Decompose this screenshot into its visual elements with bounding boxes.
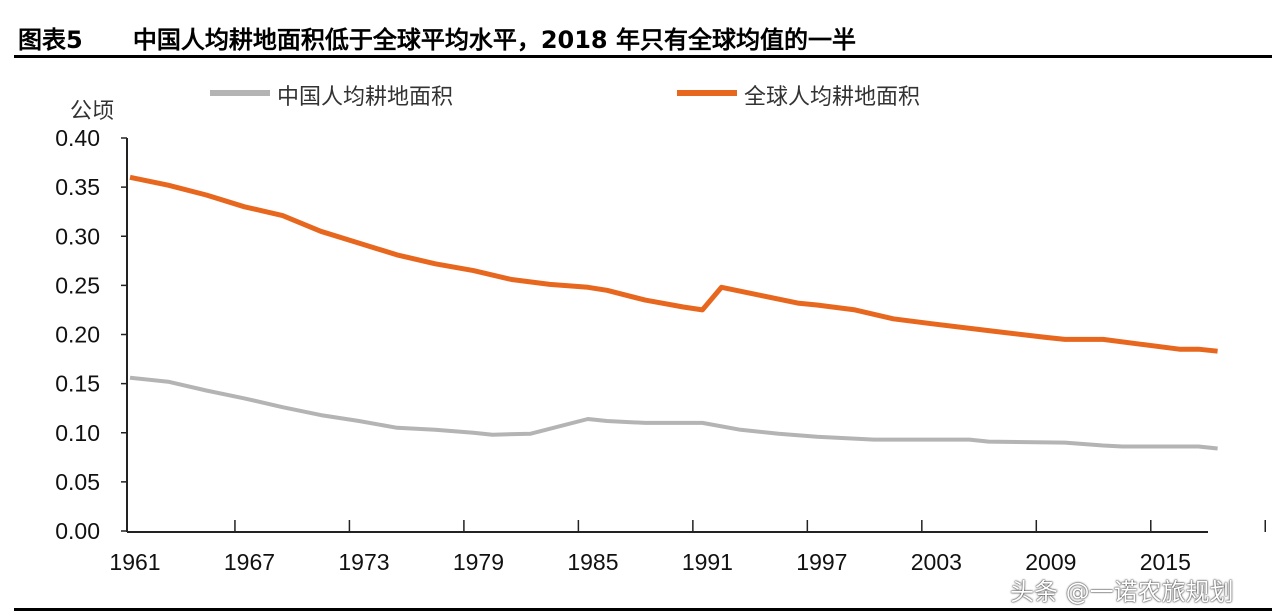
legend-label-china: 中国人均耕地面积	[277, 85, 453, 110]
chart-title: 图表5 中国人均耕地面积低于全球平均水平，2018 年只有全球均值的一半	[18, 26, 856, 54]
y-tick-label: 0.30	[55, 223, 100, 249]
y-tick-label: 0.15	[55, 371, 100, 397]
y-tick-label: 0.25	[55, 272, 100, 298]
x-tick-label: 1991	[682, 549, 733, 575]
x-tick-label: 1985	[567, 549, 618, 575]
legend: 中国人均耕地面积 全球人均耕地面积	[210, 85, 920, 110]
footer-rule	[14, 608, 1272, 611]
x-tick-label: 1973	[338, 549, 389, 575]
title-bottom-rule	[14, 55, 1272, 58]
x-tick-label: 1967	[224, 549, 275, 575]
x-tick-label: 2003	[911, 549, 962, 575]
x-tick-label: 2009	[1025, 549, 1076, 575]
watermark: 头条 @一诺农旅规划	[1010, 578, 1234, 606]
y-axis-label: 公顷	[70, 99, 114, 124]
axes: 0.00 0.05 0.10 0.15 0.20 0.25 0.30 0.35 0.40 1961…	[55, 125, 1267, 575]
x-tick-label: 1979	[453, 549, 504, 575]
series-line-china	[129, 375, 1218, 451]
y-tick-label: 0.10	[55, 420, 100, 446]
y-tick-label: 0.40	[55, 125, 100, 151]
x-tick-label: 1997	[796, 549, 847, 575]
legend-label-world: 全球人均耕地面积	[744, 85, 920, 110]
series-lines	[129, 174, 1218, 451]
x-tick-label: 2015	[1140, 549, 1191, 575]
x-tick-label: 1961	[109, 549, 160, 575]
y-tick-label: 0.35	[55, 174, 100, 200]
series-line-world	[129, 174, 1218, 354]
y-tick-label: 0.00	[55, 518, 100, 544]
y-tick-label: 0.05	[55, 469, 100, 495]
y-tick-label: 0.20	[55, 322, 100, 348]
